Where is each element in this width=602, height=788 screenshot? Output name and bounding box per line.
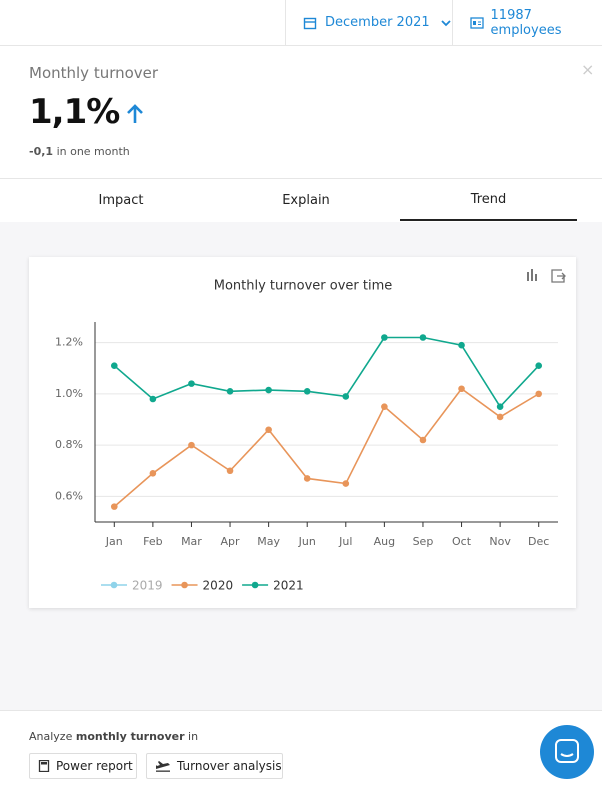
x-tick-label: Feb xyxy=(143,535,162,548)
legend-dot xyxy=(110,581,118,589)
legend-dot xyxy=(251,581,259,589)
employee-label: 11987 employees xyxy=(490,7,562,38)
export-icon[interactable] xyxy=(551,269,566,283)
data-point xyxy=(110,362,118,369)
tab[interactable]: Impact xyxy=(98,192,144,208)
header-title: Monthly turnover xyxy=(29,64,159,82)
plane-icon xyxy=(156,761,170,772)
data-point xyxy=(496,413,504,421)
data-point xyxy=(496,403,504,410)
footer: Analyze monthly turnover in Power report… xyxy=(0,710,602,788)
data-point xyxy=(265,386,272,394)
data-point xyxy=(342,393,350,400)
tab[interactable]: Explain xyxy=(282,192,330,208)
data-point xyxy=(226,467,234,475)
y-tick-label: 1.2% xyxy=(55,336,83,349)
turnover-analysis-button[interactable]: Turnover analysis xyxy=(146,753,283,779)
data-point xyxy=(419,436,427,444)
x-tick-label: Jan xyxy=(105,535,123,548)
analyze-text: Analyze monthly turnover in xyxy=(29,730,198,743)
x-tick-label: Jul xyxy=(338,535,352,548)
bar-chart-icon[interactable] xyxy=(527,269,537,281)
button-label: Turnover analysis xyxy=(177,759,282,773)
x-tick-label: Oct xyxy=(452,535,472,548)
series-line xyxy=(113,336,540,408)
power-report-button[interactable]: Power report xyxy=(29,753,137,779)
data-point xyxy=(342,480,350,487)
legend-label: 2021 xyxy=(273,579,304,593)
id-icon xyxy=(470,16,484,29)
tab-active[interactable]: Trend xyxy=(400,179,577,221)
data-point xyxy=(419,334,427,341)
value-text: 1,1% xyxy=(29,92,120,132)
x-tick-label: Apr xyxy=(221,535,241,548)
data-point xyxy=(303,475,311,482)
calendar-icon xyxy=(303,17,317,29)
data-point xyxy=(458,385,465,393)
legend-dot xyxy=(181,581,188,589)
chat-button[interactable] xyxy=(540,725,594,779)
close-button[interactable]: × xyxy=(581,60,595,79)
x-tick-label: Nov xyxy=(489,535,511,548)
analyze-prefix: Analyze xyxy=(29,730,73,743)
data-point xyxy=(535,362,543,369)
chart: Monthly turnover over time 0.6% 0.8% 1.0% 1… xyxy=(55,269,566,593)
chart-card: Monthly turnover over time 0.6% 0.8% 1.0% 1… xyxy=(29,257,576,608)
date-label: December 2021 xyxy=(325,15,430,30)
data-point xyxy=(381,334,388,341)
x-tick-label: Dec xyxy=(528,535,549,548)
data-point xyxy=(458,341,465,349)
change-value: -0,1 xyxy=(29,145,54,158)
chat-icon xyxy=(555,739,579,763)
analyze-suffix: in xyxy=(188,730,199,743)
x-tick-label: Sep xyxy=(413,535,434,548)
data-point xyxy=(303,388,311,395)
y-tick-label: 0.6% xyxy=(55,489,83,502)
series-line xyxy=(113,387,540,508)
data-point xyxy=(226,388,234,395)
data-point xyxy=(188,380,195,387)
data-point xyxy=(149,395,157,403)
button-label: Power report xyxy=(56,759,133,773)
up-arrow xyxy=(127,103,144,123)
y-tick-label: 1.0% xyxy=(55,387,83,400)
x-tick-label: May xyxy=(257,535,280,548)
top-bar: December 2021 11987 employees xyxy=(0,0,602,46)
y-tick-label: 0.8% xyxy=(55,438,83,451)
calc-icon xyxy=(38,760,50,772)
chart-title: Monthly turnover over time xyxy=(214,279,393,294)
employee-selector[interactable]: 11987 employees xyxy=(452,0,602,45)
data-point xyxy=(149,470,157,477)
header-change: -0,1 in one month xyxy=(29,145,130,158)
data-point xyxy=(110,503,118,510)
tabs: Impact Explain Trend xyxy=(0,178,602,223)
x-tick-label: Aug xyxy=(374,535,395,548)
data-point xyxy=(265,426,272,434)
x-tick-label: Mar xyxy=(181,535,202,548)
data-point xyxy=(535,390,543,398)
data-point xyxy=(188,441,195,449)
x-tick-label: Jun xyxy=(298,535,316,548)
data-point xyxy=(381,403,388,410)
chevron-icon xyxy=(441,19,451,26)
legend-label: 2019 xyxy=(132,579,163,593)
analyze-bold: monthly turnover xyxy=(75,730,185,743)
header-value: 1,1% xyxy=(29,92,145,132)
change-text: in one month xyxy=(56,145,130,158)
date-selector[interactable]: December 2021 xyxy=(285,0,452,45)
legend-label: 2020 xyxy=(203,579,234,593)
